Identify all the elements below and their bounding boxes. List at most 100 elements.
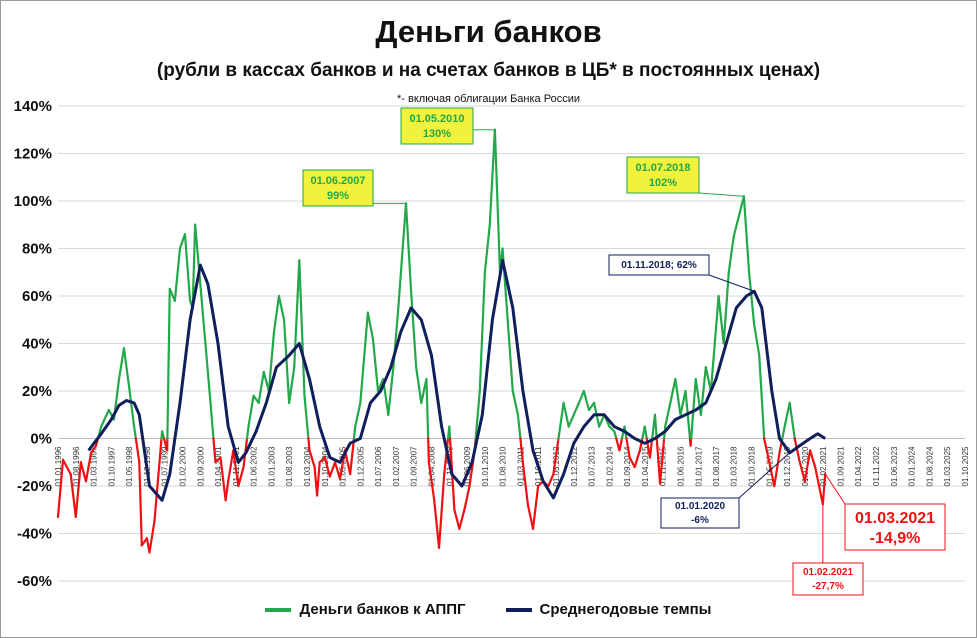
series-segment-positive	[478, 271, 486, 393]
x-tick-label: 01.09.2014	[623, 446, 632, 487]
series-segment-positive	[643, 425, 648, 440]
series-segment-negative	[519, 437, 524, 464]
series-segment-negative	[763, 437, 771, 464]
x-tick-label: 01.12.2005	[356, 446, 365, 487]
series-segment-negative	[658, 437, 666, 485]
x-tick-label: 01.10.2004	[321, 446, 330, 487]
x-tick-label: 01.06.2009	[463, 446, 472, 487]
series-segment-positive	[511, 389, 520, 416]
x-tick-label: 01.09.2007	[410, 446, 419, 487]
chart-footnote: *- включая облигации Банка России	[397, 93, 580, 105]
x-tick-label: 01.12.2012	[570, 446, 579, 487]
x-tick-label: 01.01.2017	[694, 446, 703, 487]
series-segment-positive	[371, 337, 380, 393]
series-segment-positive	[277, 294, 286, 321]
series-segment-positive	[788, 401, 796, 440]
series-segment-negative	[463, 484, 471, 511]
series-segment-negative	[768, 461, 776, 488]
x-tick-label: 01.04.2008	[427, 446, 436, 487]
legend-label-navy: Среднегодовые темпы	[539, 601, 712, 618]
series-segment-negative	[138, 461, 143, 547]
x-tick-label: 01.04.2001	[214, 446, 223, 487]
annotation-label: -6%	[691, 515, 709, 526]
series-segment-positive	[598, 413, 606, 428]
series-segment-positive	[567, 413, 575, 428]
x-tick-label: 01.11.2015	[659, 446, 668, 486]
series-segment-positive	[483, 223, 491, 274]
annotation-label: 01.05.2010	[409, 113, 464, 125]
series-segment-negative	[521, 461, 530, 507]
annotation-box	[608, 254, 710, 276]
series-segment-positive	[582, 389, 591, 412]
series-segment-positive	[122, 347, 131, 388]
series-segment-negative	[427, 437, 430, 464]
annotation-label: 130%	[423, 128, 451, 140]
x-tick-label: 01.08.2003	[285, 446, 294, 487]
series-segment-negative	[315, 461, 321, 497]
legend-item-navy: Среднегодовые темпы	[505, 601, 712, 618]
y-tick-label: 140%	[14, 98, 52, 115]
legend: Деньги банков к АППГ Среднегодовые темпы	[0, 601, 977, 618]
annotation-box	[400, 107, 474, 145]
series-segment-negative	[61, 458, 72, 476]
series-segment-positive	[742, 195, 751, 274]
y-tick-label: 120%	[14, 146, 52, 163]
series-segment-negative	[808, 449, 817, 469]
series-segment-negative	[84, 451, 93, 483]
series-segment-positive	[272, 294, 281, 333]
series-segment-positive	[674, 378, 682, 416]
series-segment-negative	[333, 461, 342, 480]
x-tick-label: 01.07.2020	[801, 446, 810, 487]
series-segment-positive	[690, 378, 697, 440]
series-segment-positive	[262, 370, 270, 393]
x-tick-label: 01.05.1998	[125, 446, 134, 487]
series-segment-positive	[133, 425, 137, 440]
x-tick-label: 01.06.2002	[250, 446, 259, 487]
annotation-leader	[824, 473, 846, 505]
y-tick-label: -20%	[17, 478, 52, 495]
series-segment-negative	[655, 437, 662, 485]
series-segment-positive	[298, 259, 306, 397]
series-segment-positive	[404, 202, 413, 293]
x-tick-label: 01.02.2000	[179, 446, 188, 487]
series-segment-positive	[267, 330, 276, 393]
annotation-label: 01.02.2021	[803, 567, 853, 578]
series-segment-negative	[526, 503, 535, 530]
series-segment-negative	[307, 437, 311, 452]
series-segment-positive	[577, 389, 585, 404]
series-segment-negative	[153, 461, 161, 523]
series-segment-positive	[183, 233, 192, 302]
y-tick-label: 80%	[22, 241, 52, 258]
x-tick-label: 01.01.2024	[908, 446, 917, 487]
series-segment-negative	[633, 449, 641, 469]
series-segment-negative	[628, 456, 636, 469]
annotation-label: 01.06.2007	[310, 175, 365, 187]
series-segment-positive	[387, 366, 395, 416]
legend-swatch-navy	[505, 607, 532, 612]
x-tick-label: 01.07.2006	[374, 446, 383, 487]
x-tick-label: 01.08.2017	[712, 446, 721, 487]
series-segment-positive	[722, 271, 730, 345]
series-segment-positive	[247, 394, 255, 428]
annotation-label: 01.01.2020	[675, 501, 725, 512]
x-tick-label: 01.06.2016	[676, 446, 685, 487]
annotation-label: 01.03.2021	[855, 510, 935, 527]
series-segment-negative	[90, 444, 98, 454]
x-tick-label: 01.09.2021	[837, 446, 846, 487]
x-tick-label: 01.08.1996	[72, 446, 81, 487]
series-segment-negative	[158, 437, 163, 464]
annotation-box	[660, 497, 740, 529]
series-segment-negative	[427, 461, 436, 499]
x-tick-label: 01.06.2023	[890, 446, 899, 487]
y-tick-label: -60%	[17, 573, 52, 590]
series-segment-negative	[689, 437, 693, 447]
series-segment-positive	[669, 378, 677, 404]
x-tick-label: 01.08.2024	[925, 446, 934, 487]
series-segment-positive	[562, 401, 570, 428]
series-segment-positive	[409, 290, 418, 369]
legend-swatch-green	[265, 607, 292, 612]
series-segment-positive	[288, 366, 296, 404]
series-segment-positive	[257, 370, 265, 404]
x-tick-label: 01.03.2011	[516, 446, 525, 486]
series-segment-negative	[458, 508, 466, 530]
